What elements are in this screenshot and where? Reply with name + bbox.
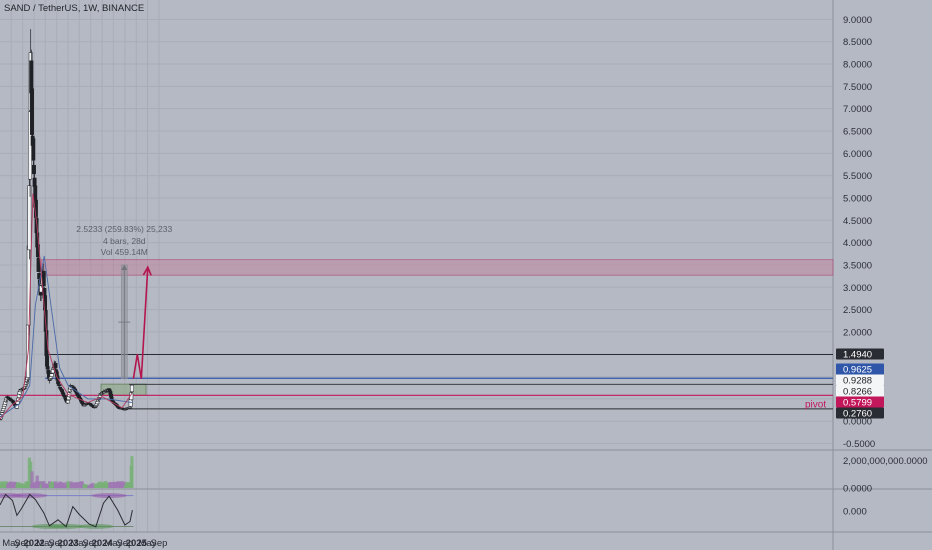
volume-bar (123, 481, 127, 488)
time-tick-label: Sep (48, 538, 65, 549)
volume-bar (125, 482, 129, 488)
price-tick-label: 4.0000 (843, 238, 872, 249)
volume-bar (33, 482, 37, 488)
price-tick-label: -0.5000 (843, 439, 875, 450)
candle-down (53, 362, 58, 368)
oscillator-tick-label: 0.000 (843, 507, 867, 518)
time-tick-label: Sep (14, 538, 31, 549)
volume-bar (38, 481, 43, 488)
candle-down (109, 393, 113, 398)
price-tag-label: 0.5799 (843, 398, 872, 409)
projection-arrowhead (142, 265, 152, 276)
price-tick-label: 5.0000 (843, 193, 872, 204)
measure-info-line3: Vol 459.14M (100, 247, 148, 257)
osc-overbought-fill (11, 493, 48, 499)
time-tick-label: May (70, 538, 88, 549)
volume-bar (66, 481, 71, 488)
price-tick-label: 8.0000 (843, 60, 872, 71)
price-tick-label: 4.5000 (843, 216, 872, 227)
pivot-label: pivot (805, 399, 826, 410)
grid (0, 0, 833, 532)
projection-path (132, 267, 149, 379)
price-tick-label: 3.5000 (843, 260, 872, 271)
volume-bar (35, 475, 39, 488)
candle-down (45, 366, 50, 370)
price-tag-label: 0.9288 (843, 376, 872, 387)
volume-tick-label: 2,000,000,000.0000 (843, 456, 928, 467)
price-tag (836, 385, 884, 397)
candle-up (49, 373, 54, 377)
candle-down (61, 392, 66, 395)
ma-fast-line (0, 193, 133, 420)
price-tag (836, 348, 884, 360)
price-tag (836, 363, 884, 375)
candle-up (128, 399, 133, 407)
candle-down (57, 384, 62, 387)
time-tick-label: May (139, 538, 157, 549)
candle-down (62, 395, 67, 398)
time-tick-label: May (104, 538, 122, 549)
candle-up (65, 400, 70, 404)
measure-info-line1: 2.5233 (259.83%) 25,233 (76, 224, 173, 234)
price-tag-label: 1.4940 (843, 350, 872, 361)
time-tick-label: 2024 (92, 538, 114, 549)
time-tick-label: May (2, 538, 20, 549)
price-tick-label: 3.0000 (843, 283, 872, 294)
price-tag-label: 0.8266 (843, 387, 872, 398)
candle-up (128, 406, 132, 409)
candle-up (1, 405, 6, 409)
price-tick-label: 0.0000 (843, 417, 872, 428)
candle-up (129, 384, 134, 392)
candle-down (29, 60, 34, 94)
price-tag (836, 374, 884, 386)
price-tag-label: 0.9625 (843, 365, 872, 376)
time-tick-label: May (36, 538, 54, 549)
time-tick-label: Sep (151, 538, 168, 549)
price-tick-label: 7.5000 (843, 82, 872, 93)
candle-up (24, 381, 29, 385)
volume-tick-label: 0.0000 (843, 484, 872, 495)
time-tick-label: Sep (116, 538, 133, 549)
candle-up (0, 412, 4, 415)
time-tick-label: 2025 (126, 538, 148, 549)
candle-down (58, 386, 63, 389)
candle-up (27, 185, 32, 251)
price-tick-label: 9.0000 (843, 15, 872, 26)
candle-down (32, 177, 37, 187)
price-tag (836, 396, 884, 408)
measure-arrow-head (121, 264, 128, 270)
time-tick-label: 2022 (23, 538, 44, 549)
chart-title: SAND / TetherUS, 1W, BINANCE (4, 3, 145, 14)
ma-slow-line (0, 255, 132, 418)
volume-bar (30, 471, 34, 488)
candle-down (45, 355, 49, 367)
measure-info-line2: 4 bars, 28d (103, 235, 146, 246)
price-tick-label: 6.0000 (843, 149, 872, 160)
price-tick-label: 5.5000 (843, 171, 872, 182)
price-tick-label: 7.0000 (843, 104, 872, 115)
price-tick-label: 8.5000 (843, 37, 872, 48)
price-tag-label: 0.2760 (843, 409, 872, 420)
price-tag (836, 407, 884, 419)
candle-up (96, 399, 100, 403)
candle-down (30, 88, 34, 135)
time-tick-label: Sep (82, 538, 99, 549)
price-tick-label: 6.5000 (843, 127, 872, 138)
volume-bar (59, 481, 63, 488)
candle-down (32, 164, 36, 175)
price-tick-label: 2.5000 (843, 305, 872, 316)
price-tick-label: 2.0000 (843, 327, 872, 338)
candle-down (60, 389, 64, 392)
volume-bar (53, 481, 58, 488)
candle-down (31, 138, 36, 161)
candle-down (75, 392, 80, 395)
volume-bars (0, 456, 134, 488)
oscillator-line (0, 493, 133, 528)
volume-bar (130, 456, 134, 488)
candle-down (56, 380, 61, 385)
time-tick-label: 2023 (58, 538, 79, 549)
target-zone (40, 259, 834, 276)
